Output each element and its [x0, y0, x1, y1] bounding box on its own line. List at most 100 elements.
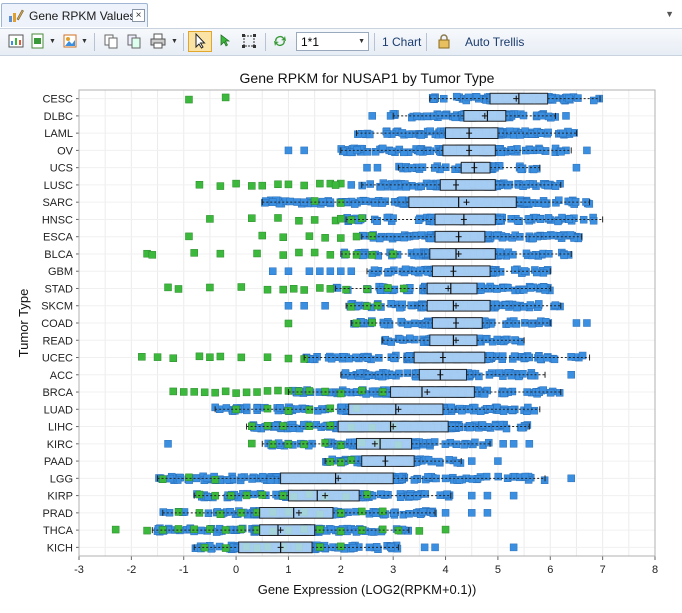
normal-sample-point: [280, 234, 287, 241]
data-point: [477, 283, 484, 290]
normal-sample-point: [274, 214, 281, 221]
data-point: [574, 95, 581, 102]
data-point: [347, 149, 354, 156]
data-point: [506, 320, 513, 327]
data-point: [494, 404, 501, 411]
data-point: [497, 249, 504, 256]
normal-sample-point: [358, 387, 365, 394]
data-point: [320, 198, 327, 205]
data-point: [568, 353, 575, 360]
copy-icon[interactable]: [103, 33, 119, 49]
y-tick-label: LAML: [44, 128, 73, 140]
data-point: [555, 197, 562, 204]
data-point: [417, 267, 424, 274]
tab-gene-rpkm-values[interactable]: Gene RPKM Values ×: [1, 3, 148, 27]
data-point: [540, 284, 547, 291]
data-point: [493, 286, 500, 293]
one-chart-button[interactable]: 1 Chart: [382, 35, 421, 49]
data-point: [354, 131, 361, 138]
data-point: [381, 321, 388, 328]
visualization-properties-icon[interactable]: [8, 33, 24, 49]
x-tick-label: 7: [600, 564, 606, 576]
chevron-down-icon[interactable]: ▼: [49, 38, 56, 45]
drill-icon[interactable]: [218, 33, 234, 49]
data-point: [513, 320, 520, 327]
normal-sample-point: [138, 353, 145, 360]
x-tick-label: 5: [495, 564, 501, 576]
outlier-point: [306, 268, 313, 275]
data-point: [527, 301, 534, 308]
data-point: [572, 198, 579, 205]
normal-sample-point: [285, 407, 292, 414]
data-point: [448, 404, 455, 411]
data-point: [384, 214, 391, 221]
chevron-down-icon[interactable]: ▼: [171, 38, 178, 45]
normal-sample-point: [165, 284, 172, 291]
box: [391, 387, 475, 398]
data-point: [496, 370, 503, 377]
data-point: [346, 355, 353, 362]
data-point: [414, 249, 421, 256]
chevron-down-icon: ▼: [358, 38, 365, 45]
copy-image-icon[interactable]: [126, 33, 142, 49]
chevron-down-icon[interactable]: ▼: [665, 9, 674, 19]
data-point: [339, 148, 346, 155]
data-point: [334, 284, 341, 291]
data-point: [523, 181, 530, 188]
export-image-icon[interactable]: [62, 33, 78, 49]
normal-sample-point: [384, 284, 391, 291]
data-point: [494, 336, 501, 343]
data-point: [458, 407, 465, 414]
data-point: [542, 318, 549, 325]
normal-sample-point: [170, 355, 177, 362]
outlier-point: [337, 268, 344, 275]
data-point: [360, 232, 367, 239]
data-point: [379, 200, 386, 207]
data-point: [530, 235, 537, 242]
y-tick-label: ESCA: [43, 232, 74, 244]
normal-sample-point: [264, 286, 271, 293]
data-point: [371, 200, 378, 207]
normal-sample-point: [295, 388, 302, 395]
normal-sample-point: [306, 406, 313, 413]
normal-sample-point: [154, 354, 161, 361]
data-point: [540, 387, 547, 394]
x-tick-label: 3: [390, 564, 396, 576]
data-point: [328, 355, 335, 362]
lock-icon[interactable]: [436, 33, 452, 49]
x-tick-label: -1: [179, 564, 189, 576]
data-point: [339, 404, 346, 411]
auto-trellis-button[interactable]: Auto Trellis: [465, 35, 524, 49]
data-point: [531, 407, 538, 414]
close-icon[interactable]: ×: [132, 9, 145, 22]
chart-toolbar: ▼ ▼ ▼ 1*1 ▼ 1 Chart Auto Trellis: [0, 29, 682, 56]
normal-sample-point: [311, 198, 318, 205]
data-point: [418, 232, 425, 239]
normal-sample-point: [238, 284, 245, 291]
data-point: [377, 183, 384, 190]
data-point: [465, 94, 472, 101]
toolbar-separator: [94, 33, 95, 51]
zoom-region-icon[interactable]: [241, 33, 257, 49]
data-point: [362, 198, 369, 205]
data-point: [356, 370, 363, 377]
export-excel-icon[interactable]: [30, 33, 46, 49]
refresh-icon[interactable]: [272, 33, 288, 49]
normal-sample-point: [196, 353, 203, 360]
data-point: [561, 252, 568, 259]
normal-sample-point: [343, 286, 350, 293]
data-point: [427, 235, 434, 242]
normal-sample-point: [180, 388, 187, 395]
x-axis-label: Gene Expression (LOG2(RPKM+0.1)): [258, 582, 477, 597]
select-tool-button[interactable]: [188, 31, 212, 52]
data-point: [398, 197, 405, 204]
tab-title: Gene RPKM Values: [29, 9, 136, 23]
y-tick-label: OV: [57, 145, 74, 157]
chevron-down-icon[interactable]: ▼: [81, 38, 88, 45]
data-point: [557, 148, 564, 155]
normal-sample-point: [149, 251, 156, 258]
print-icon[interactable]: [150, 33, 166, 49]
trellis-size-select[interactable]: 1*1 ▼: [296, 32, 369, 51]
data-point: [366, 131, 373, 138]
y-tick-label: READ: [42, 335, 73, 347]
